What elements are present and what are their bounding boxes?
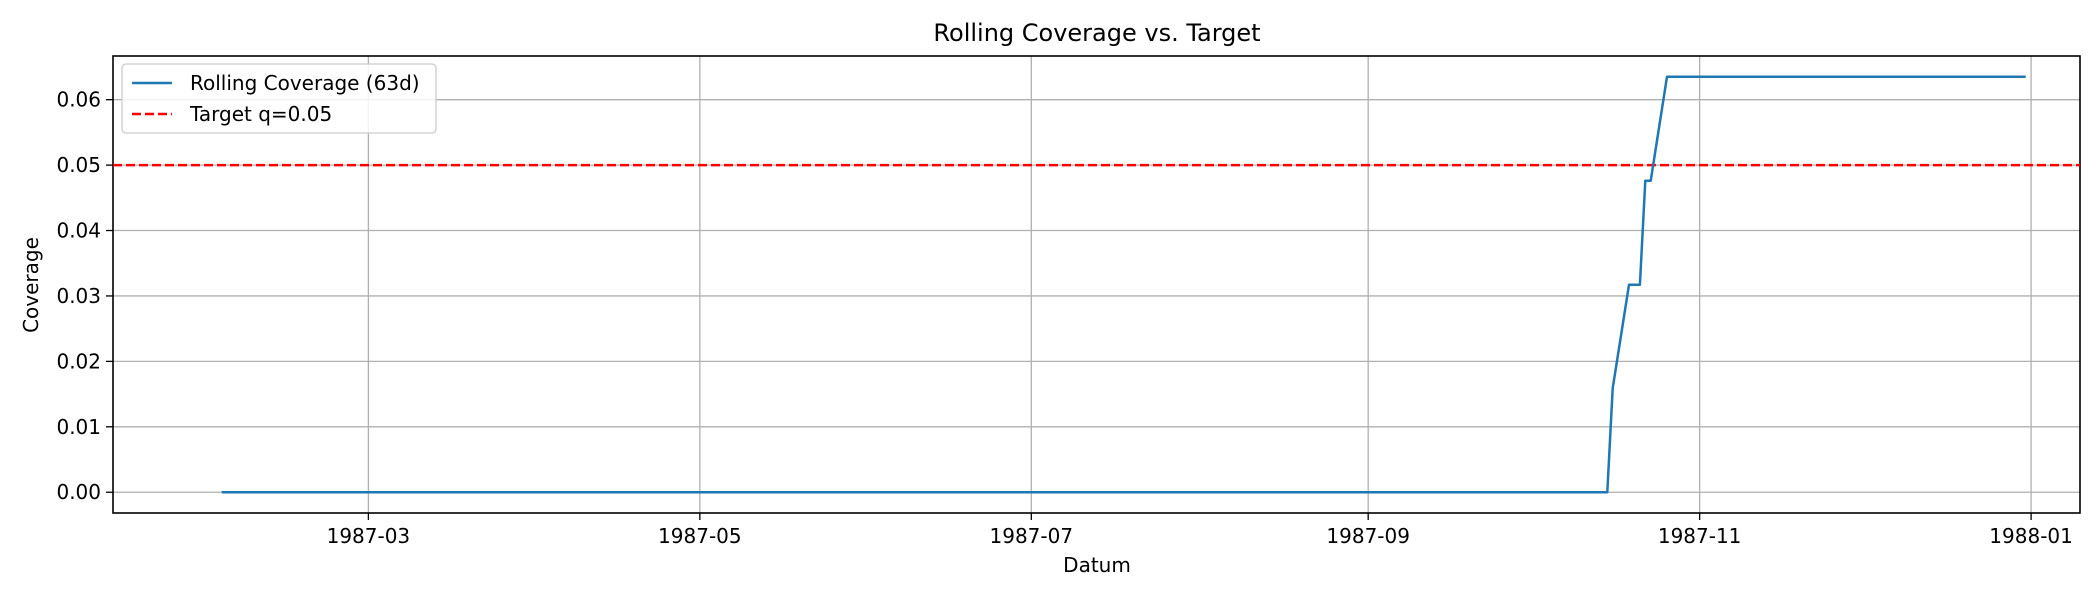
y-tick-label: 0.03 (56, 284, 101, 308)
y-tick-label: 0.04 (56, 219, 101, 243)
x-tick-label: 1987-07 (990, 524, 1074, 548)
x-axis-label: Datum (1063, 553, 1131, 577)
rolling-coverage-line (221, 75, 2026, 494)
y-tick-label: 0.02 (56, 349, 101, 373)
y-tick-label: 0.05 (56, 153, 101, 177)
axis-ticks: 1987-03 1987-05 1987-07 1987-09 1987-11 1988-… (56, 88, 2072, 548)
legend-label-target: Target q=0.05 (189, 102, 332, 126)
y-tick-label: 0.00 (56, 480, 101, 504)
y-axis-label: Coverage (19, 237, 43, 333)
y-tick-label: 0.01 (56, 415, 101, 439)
series-layer (113, 75, 2080, 494)
x-tick-label: 1987-09 (1326, 524, 1410, 548)
legend-label-rolling-coverage: Rolling Coverage (63d) (190, 71, 420, 95)
x-tick-label: 1988-01 (1989, 524, 2073, 548)
x-tick-label: 1987-11 (1658, 524, 1742, 548)
plot-area-frame (112, 55, 2081, 514)
legend-box (121, 63, 437, 134)
y-tick-label: 0.06 (56, 88, 101, 112)
x-tick-label: 1987-03 (327, 524, 411, 548)
chart-title: Rolling Coverage vs. Target (933, 19, 1260, 47)
legend: Rolling Coverage (63d) Target q=0.05 (121, 63, 437, 134)
x-tick-label: 1987-05 (658, 524, 742, 548)
